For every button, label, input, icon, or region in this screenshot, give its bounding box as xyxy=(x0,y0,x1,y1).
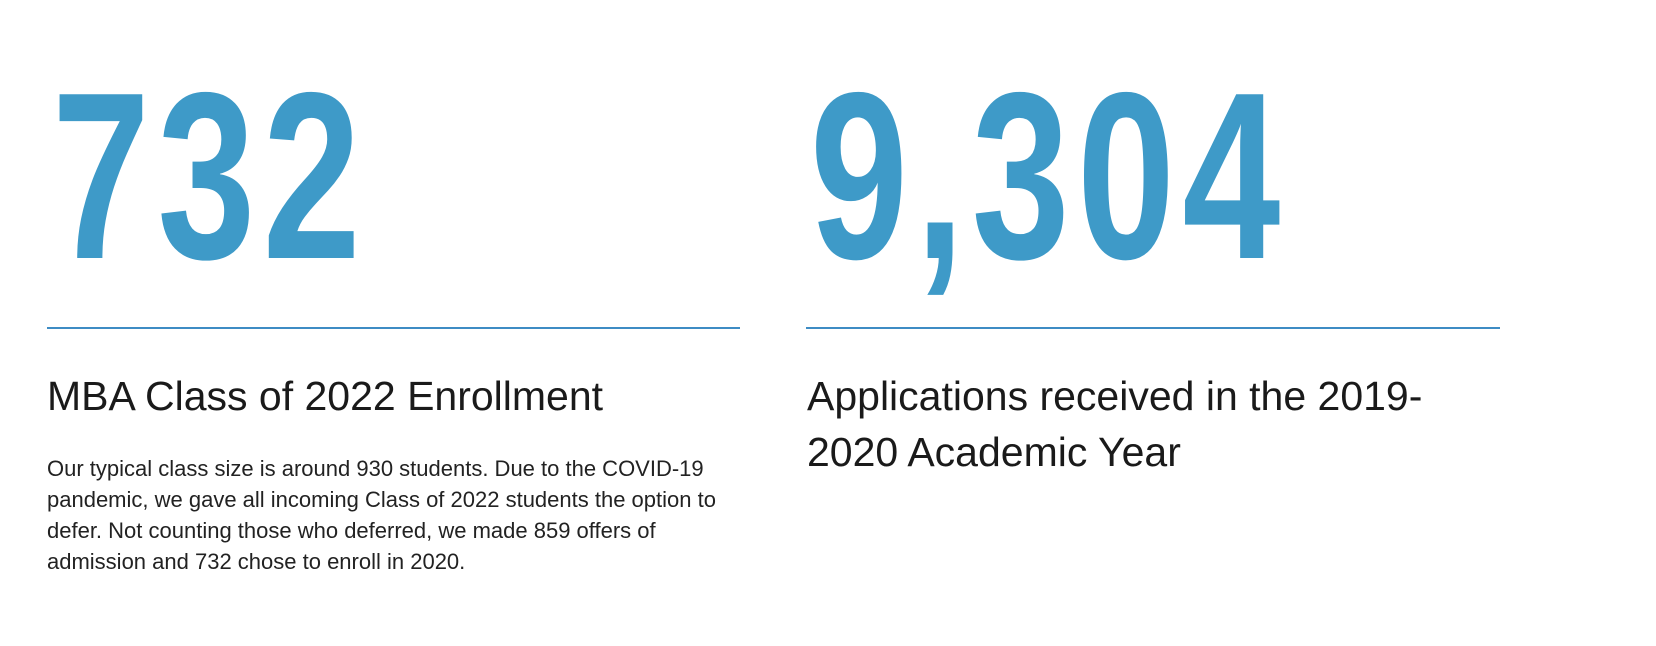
divider xyxy=(47,327,740,329)
stat-number: 9,304 xyxy=(810,44,1288,309)
stat-description: Our typical class size is around 930 stu… xyxy=(47,456,716,574)
divider xyxy=(806,327,1500,329)
stat-heading: Applications received in the 2019-2020 A… xyxy=(807,373,1423,475)
stat-heading: MBA Class of 2022 Enrollment xyxy=(47,373,604,419)
stat-number: 732 xyxy=(52,44,369,309)
